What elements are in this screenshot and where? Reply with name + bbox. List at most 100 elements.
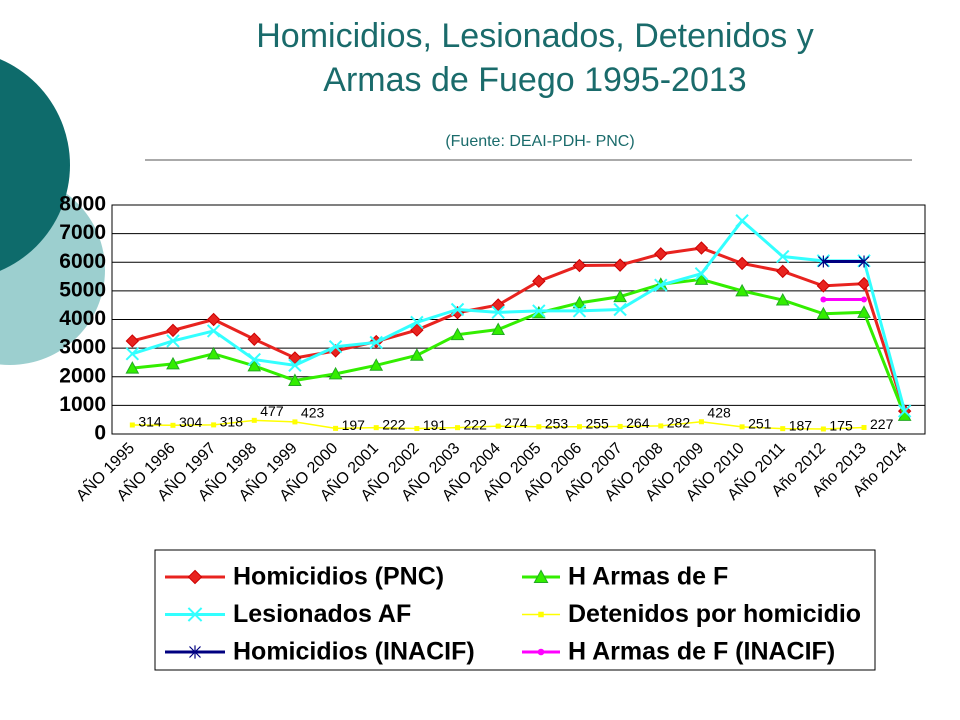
data-label: 255 — [585, 415, 609, 431]
marker — [495, 423, 501, 429]
data-label: 318 — [220, 414, 244, 430]
marker — [288, 358, 302, 373]
marker — [206, 312, 221, 327]
legend-marker — [189, 645, 201, 659]
marker — [410, 323, 424, 337]
data-label: 282 — [667, 415, 691, 431]
marker — [166, 356, 180, 370]
data-label: 304 — [179, 414, 203, 430]
title: Armas de Fuego 1995-2013 — [323, 61, 746, 99]
y-tick-label: 5000 — [59, 278, 106, 301]
marker — [410, 315, 424, 330]
data-label: 191 — [423, 417, 447, 433]
marker — [858, 255, 870, 268]
marker — [817, 255, 829, 268]
marker — [450, 327, 465, 341]
marker — [328, 339, 343, 354]
marker — [857, 305, 871, 318]
marker — [206, 324, 221, 338]
marker — [739, 424, 745, 430]
marker — [572, 304, 587, 318]
marker — [861, 296, 868, 303]
data-label: 222 — [464, 416, 488, 432]
data-label: 251 — [748, 416, 772, 432]
marker — [125, 361, 140, 374]
marker — [328, 366, 343, 380]
marker — [455, 425, 461, 431]
marker — [735, 256, 749, 271]
data-label: 477 — [260, 403, 284, 419]
legend-marker — [537, 648, 545, 656]
marker — [694, 241, 709, 255]
y-tick-label: 4000 — [59, 307, 106, 330]
marker — [491, 305, 505, 320]
legend-marker — [538, 611, 544, 618]
marker — [861, 425, 867, 431]
legend-label: Detenidos por homicidio — [568, 600, 861, 628]
marker — [780, 426, 786, 432]
legend-label: Lesionados AF — [233, 600, 411, 628]
marker — [613, 289, 627, 303]
data-label: 253 — [545, 415, 569, 431]
data-label: 428 — [707, 404, 731, 420]
series-line — [132, 277, 907, 416]
marker — [369, 358, 384, 371]
marker — [654, 278, 668, 292]
legend-label: H Armas de F (INACIF) — [568, 638, 835, 666]
data-label: 314 — [138, 414, 162, 430]
legend-marker — [187, 607, 203, 622]
marker — [775, 292, 790, 306]
marker — [613, 302, 627, 317]
marker — [532, 274, 546, 288]
title: Homicidios, Lesionados, Detenidos y — [256, 17, 814, 55]
marker — [897, 404, 912, 418]
marker — [820, 296, 827, 303]
marker — [410, 348, 424, 361]
data-label: 175 — [829, 418, 853, 434]
data-label: 264 — [626, 415, 650, 431]
marker — [211, 422, 217, 428]
marker — [654, 247, 668, 261]
marker — [776, 264, 790, 279]
decoration — [0, 59, 70, 271]
legend-label: Homicidios (INACIF) — [233, 638, 475, 666]
data-label: 197 — [342, 417, 366, 433]
data-label: 222 — [382, 416, 406, 432]
data-label: 187 — [789, 417, 813, 433]
y-tick-label: 0 — [94, 422, 106, 445]
y-tick-label: 8000 — [59, 193, 106, 216]
data-label: 227 — [870, 416, 894, 432]
marker — [206, 346, 221, 360]
legend-marker — [187, 569, 203, 585]
marker — [170, 422, 176, 428]
y-tick-label: 1000 — [59, 393, 106, 416]
data-label: 423 — [301, 405, 325, 421]
marker — [288, 373, 302, 386]
marker — [373, 425, 379, 431]
marker — [694, 266, 709, 281]
subtitle: (Fuente: DEAI-PDH- PNC) — [445, 133, 634, 150]
marker — [450, 302, 465, 317]
marker — [572, 295, 587, 309]
marker — [414, 426, 420, 432]
marker — [694, 272, 709, 285]
marker — [820, 426, 826, 432]
marker — [125, 347, 140, 361]
legend — [154, 549, 876, 671]
marker — [735, 283, 749, 297]
series-line — [131, 218, 907, 412]
legend-label: H Armas de F — [568, 563, 728, 591]
y-tick-label: 6000 — [59, 250, 106, 273]
marker — [532, 304, 546, 318]
marker — [491, 322, 506, 336]
marker — [292, 419, 298, 425]
marker — [166, 334, 180, 348]
marker — [617, 423, 623, 429]
marker — [369, 335, 383, 350]
data-label: 274 — [504, 415, 528, 431]
series-line — [131, 246, 907, 412]
marker — [658, 423, 664, 429]
marker — [816, 306, 831, 320]
marker — [333, 425, 339, 431]
